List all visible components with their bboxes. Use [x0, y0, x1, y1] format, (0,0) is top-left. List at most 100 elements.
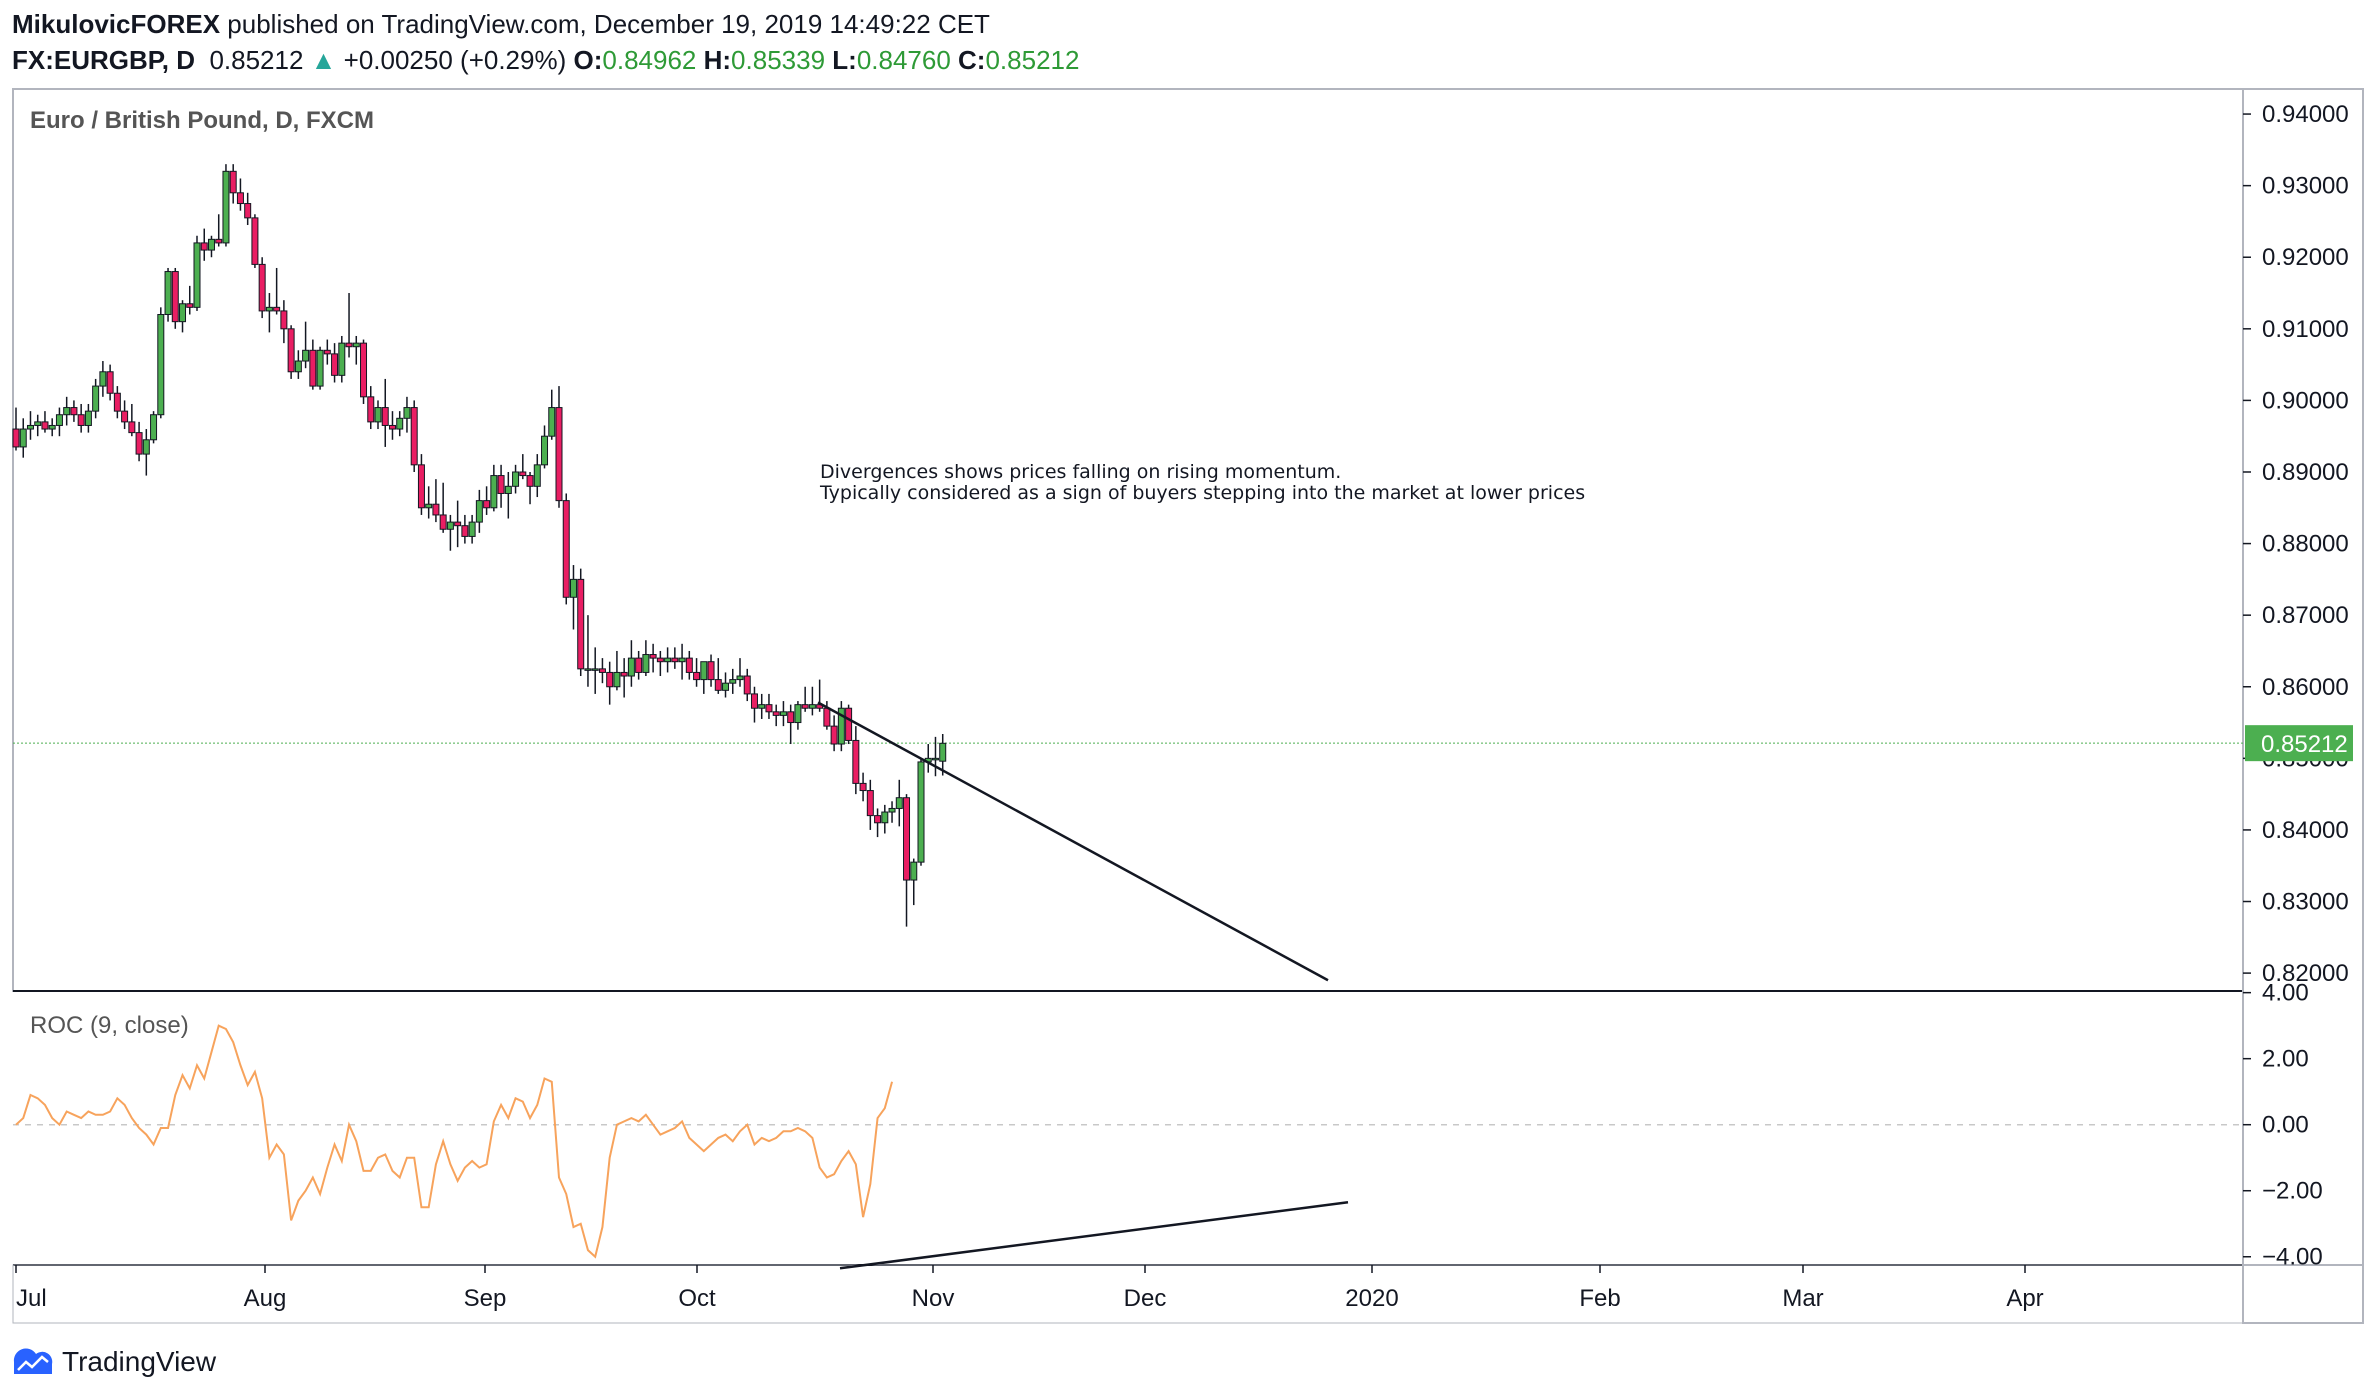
candle[interactable]	[417, 454, 425, 515]
candle[interactable]	[881, 804, 889, 834]
candle[interactable]	[84, 403, 92, 433]
candle[interactable]	[92, 378, 100, 419]
candle[interactable]	[164, 267, 172, 322]
candle[interactable]	[779, 701, 787, 727]
candle[interactable]	[627, 640, 635, 687]
candle[interactable]	[99, 361, 107, 397]
candle[interactable]	[519, 454, 527, 480]
candle[interactable]	[410, 400, 418, 472]
author-name[interactable]: MikulovicFOREX	[12, 9, 221, 39]
candle[interactable]	[475, 489, 483, 533]
candle[interactable]	[309, 339, 317, 390]
candle[interactable]	[888, 801, 896, 823]
candle[interactable]	[490, 464, 498, 512]
candle[interactable]	[331, 343, 339, 383]
candle[interactable]	[121, 400, 129, 430]
candle[interactable]	[55, 407, 63, 437]
candle[interactable]	[454, 500, 462, 548]
candle[interactable]	[541, 425, 549, 469]
candle[interactable]	[830, 715, 838, 752]
candle[interactable]	[598, 658, 606, 684]
candle[interactable]	[179, 300, 187, 333]
candle[interactable]	[910, 858, 918, 906]
candle[interactable]	[360, 339, 368, 404]
candle[interactable]	[787, 704, 795, 745]
candle[interactable]	[251, 214, 259, 268]
candle[interactable]	[685, 650, 693, 680]
candle[interactable]	[635, 650, 643, 680]
candle[interactable]	[917, 758, 925, 866]
candle[interactable]	[903, 794, 911, 927]
candle[interactable]	[874, 808, 882, 838]
candle[interactable]	[548, 389, 556, 440]
candle[interactable]	[150, 411, 158, 444]
candle[interactable]	[128, 403, 136, 437]
candle[interactable]	[171, 267, 179, 329]
candle[interactable]	[526, 471, 534, 505]
candle[interactable]	[446, 514, 454, 551]
candle[interactable]	[34, 414, 42, 437]
candle[interactable]	[533, 454, 541, 498]
candle[interactable]	[736, 658, 744, 687]
candle[interactable]	[729, 668, 737, 694]
candle[interactable]	[19, 418, 27, 458]
candle[interactable]	[352, 335, 360, 365]
candle[interactable]	[606, 661, 614, 705]
candle[interactable]	[722, 672, 730, 698]
candle[interactable]	[569, 565, 577, 630]
candle[interactable]	[584, 615, 592, 687]
candle[interactable]	[895, 779, 903, 827]
candle[interactable]	[222, 164, 230, 247]
candle[interactable]	[186, 285, 194, 315]
candle[interactable]	[678, 643, 686, 680]
candle[interactable]	[837, 701, 845, 752]
candle[interactable]	[12, 407, 20, 451]
candle[interactable]	[425, 486, 433, 519]
candle[interactable]	[338, 335, 346, 383]
candle[interactable]	[555, 386, 563, 508]
candle[interactable]	[664, 647, 672, 673]
candle[interactable]	[316, 346, 324, 390]
candle[interactable]	[26, 411, 34, 440]
candle[interactable]	[207, 235, 215, 258]
candle[interactable]	[714, 658, 722, 694]
candle[interactable]	[671, 647, 679, 669]
candle[interactable]	[229, 164, 237, 204]
candle[interactable]	[439, 482, 447, 533]
candle[interactable]	[381, 378, 389, 447]
candle[interactable]	[483, 486, 491, 515]
candle[interactable]	[816, 679, 824, 712]
candle[interactable]	[642, 640, 650, 677]
candle[interactable]	[924, 744, 932, 773]
candle[interactable]	[693, 658, 701, 687]
candle[interactable]	[468, 514, 476, 544]
candle[interactable]	[577, 568, 585, 677]
candle[interactable]	[63, 396, 71, 426]
candle[interactable]	[852, 726, 860, 795]
candle[interactable]	[287, 325, 295, 379]
candle[interactable]	[200, 228, 208, 261]
candle[interactable]	[265, 293, 273, 333]
candle[interactable]	[77, 403, 85, 433]
candle[interactable]	[656, 650, 664, 677]
candle[interactable]	[142, 429, 150, 476]
candle[interactable]	[743, 668, 751, 702]
candle[interactable]	[758, 693, 766, 719]
candle[interactable]	[273, 267, 281, 315]
candle[interactable]	[236, 178, 244, 211]
candle[interactable]	[106, 364, 114, 401]
candle[interactable]	[374, 400, 382, 430]
candle[interactable]	[859, 772, 867, 802]
candle[interactable]	[345, 293, 353, 358]
brand-name[interactable]: TradingView	[62, 1346, 217, 1377]
candle[interactable]	[801, 686, 809, 712]
candle[interactable]	[294, 350, 302, 379]
candle[interactable]	[808, 686, 816, 716]
candle[interactable]	[135, 421, 143, 462]
candle[interactable]	[765, 693, 773, 719]
price-trendline[interactable]	[817, 701, 1329, 982]
candle[interactable]	[931, 736, 939, 777]
candle[interactable]	[866, 779, 874, 830]
candle[interactable]	[794, 701, 802, 730]
